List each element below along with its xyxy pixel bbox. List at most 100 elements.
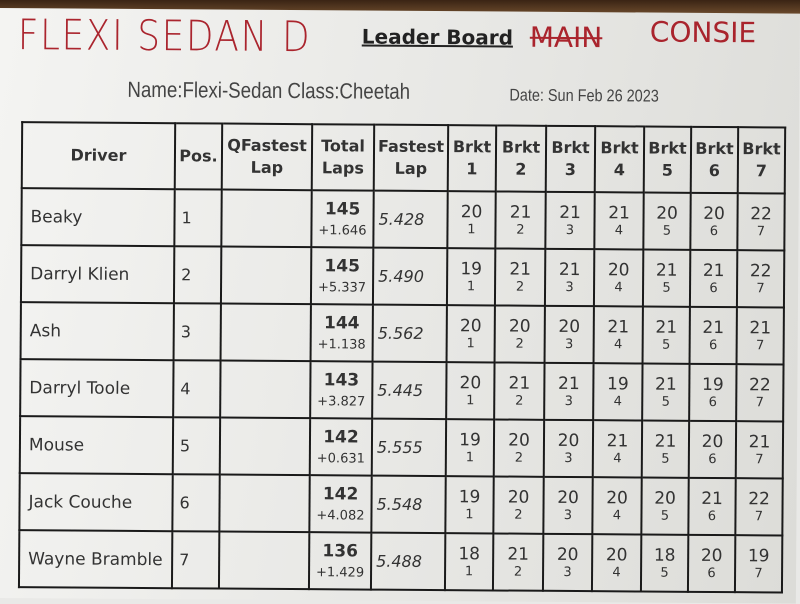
bracket-cell: 21 3: [544, 248, 595, 307]
bracket-laps: 19: [606, 374, 629, 395]
bracket-number: 5: [662, 223, 672, 239]
bracket-laps: 20: [700, 545, 723, 567]
header-brkt-6: Brkt 6: [690, 126, 739, 194]
bracket-cell: 21 2: [495, 191, 546, 249]
bracket-number: 2: [514, 507, 523, 523]
fastest-lap: 5.490: [372, 247, 448, 306]
bracket-number: 3: [564, 393, 573, 410]
bracket-laps: 20: [703, 203, 725, 225]
bracket-number: 3: [563, 507, 573, 524]
driver-name: Beaky: [21, 188, 175, 247]
bracket-number: 7: [756, 281, 765, 297]
header-driver: Driver: [21, 122, 176, 190]
handwritten-consie-label: CONSIE: [649, 15, 757, 50]
bracket-number: 7: [755, 395, 764, 411]
fastest-lap: 5.562: [372, 304, 447, 363]
header-brkt-4: Brkt 4: [594, 126, 645, 193]
bracket-number: 2: [516, 222, 525, 238]
header-brkt-1: Brkt 1: [447, 125, 497, 192]
position: 7: [171, 531, 220, 589]
bracket-number: 4: [613, 394, 622, 410]
bracket-number: 6: [708, 451, 717, 468]
bracket-number: 1: [466, 393, 475, 409]
bracket-number: 6: [708, 394, 717, 411]
qfastest-lap: [219, 474, 310, 533]
total-laps: 143: [323, 370, 360, 391]
bracket-laps: 20: [556, 544, 579, 566]
bracket-number: 4: [613, 337, 623, 353]
time-gap: +1.138: [317, 337, 366, 353]
bracket-cell: 20 1: [446, 362, 495, 420]
bracket-laps: 22: [748, 489, 770, 510]
total-laps: 136: [322, 541, 359, 562]
total-laps-cell: 136 +1.429: [308, 532, 372, 590]
bracket-laps: 20: [606, 488, 628, 509]
bracket-number: 1: [465, 450, 475, 466]
total-laps-cell: 145 +5.337: [310, 247, 374, 305]
sheet-title: Leader Board: [361, 24, 514, 50]
bracket-cell: 21 5: [642, 306, 690, 364]
bracket-laps: 20: [507, 487, 530, 508]
bracket-number: 1: [466, 336, 475, 352]
total-laps-cell: 145 +1.646: [311, 190, 374, 248]
bracket-laps: 22: [748, 375, 771, 396]
bracket-laps: 21: [748, 432, 771, 453]
position: 5: [172, 417, 221, 475]
qfastest-lap: [220, 360, 311, 419]
bracket-cell: 21 6: [688, 477, 736, 536]
bracket-number: 6: [707, 565, 716, 582]
table-row: Wayne Bramble 7 136 +1.429 5.488 18 1 21 2 20 3…: [18, 530, 783, 593]
bracket-laps: 20: [460, 202, 483, 223]
bracket-laps: 20: [605, 545, 628, 566]
bracket-laps: 20: [508, 316, 531, 337]
table-row: Beaky 1 145 +1.646 5.428 20 1 21 2 21 3 21 4 20 5 20…: [21, 188, 785, 251]
bracket-laps: 21: [701, 488, 723, 510]
qfastest-lap: [220, 303, 311, 362]
bracket-laps: 19: [460, 259, 483, 280]
bracket-cell: 19 4: [593, 363, 643, 421]
bracket-laps: 21: [655, 260, 678, 281]
bracket-cell: 19 1: [446, 248, 496, 306]
bracket-cell: 20 4: [592, 477, 642, 535]
handwritten-crossed-out-label: MAIN: [529, 20, 603, 55]
bracket-number: 1: [467, 222, 476, 238]
bracket-number: 7: [755, 338, 765, 354]
bracket-laps: 20: [558, 316, 581, 338]
header-row: Driver Pos. QFastest Lap Total Laps Fastest …: [21, 122, 786, 194]
fastest-lap: 5.555: [371, 418, 447, 477]
bracket-number: 4: [614, 280, 623, 296]
table-row: Mouse 5 142 +0.631 5.555 19 1 20 2 20 3 21 4 21 5 20…: [19, 416, 784, 479]
bracket-number: 5: [660, 565, 669, 581]
bracket-laps: 19: [701, 374, 724, 396]
table-row: Darryl Klien 2 145 +5.337 5.490 19 1 21 2 21 3 2…: [20, 245, 785, 308]
bracket-cell: 21 4: [593, 306, 643, 364]
bracket-cell: 21 5: [642, 249, 691, 307]
bracket-cell: 20 2: [493, 476, 544, 534]
qfastest-lap: [220, 246, 312, 305]
bracket-laps: 21: [559, 202, 581, 224]
results-table: Driver Pos. QFastest Lap Total Laps Fastest …: [18, 121, 786, 593]
bracket-laps: 21: [655, 317, 678, 338]
time-gap: +4.082: [316, 508, 365, 524]
fastest-lap: 5.488: [370, 532, 446, 591]
bracket-cell: 21 5: [642, 363, 690, 421]
position: 3: [173, 303, 221, 361]
bracket-laps: 21: [654, 431, 677, 452]
bracket-laps: 20: [459, 373, 482, 394]
total-laps: 145: [324, 199, 361, 220]
bracket-laps: 19: [458, 487, 481, 508]
bracket-laps: 19: [747, 546, 770, 567]
bracket-cell: 20 6: [688, 420, 737, 479]
bracket-cell: 20 6: [687, 534, 736, 593]
bracket-number: 7: [754, 566, 763, 582]
time-gap: +3.827: [317, 394, 366, 410]
bracket-number: 1: [465, 507, 474, 523]
table-row: Ash 3 144 +1.138 5.562 20 1 20 2 20 3 21 4 21 5 21 6 2…: [20, 302, 784, 365]
bracket-number: 7: [755, 452, 764, 468]
bracket-number: 2: [514, 450, 524, 466]
bracket-cell: 19 1: [445, 419, 495, 477]
driver-name: Darryl Toole: [20, 359, 174, 418]
bracket-laps: 21: [509, 202, 532, 223]
qfastest-lap: [221, 189, 312, 248]
bracket-laps: 22: [749, 261, 772, 282]
